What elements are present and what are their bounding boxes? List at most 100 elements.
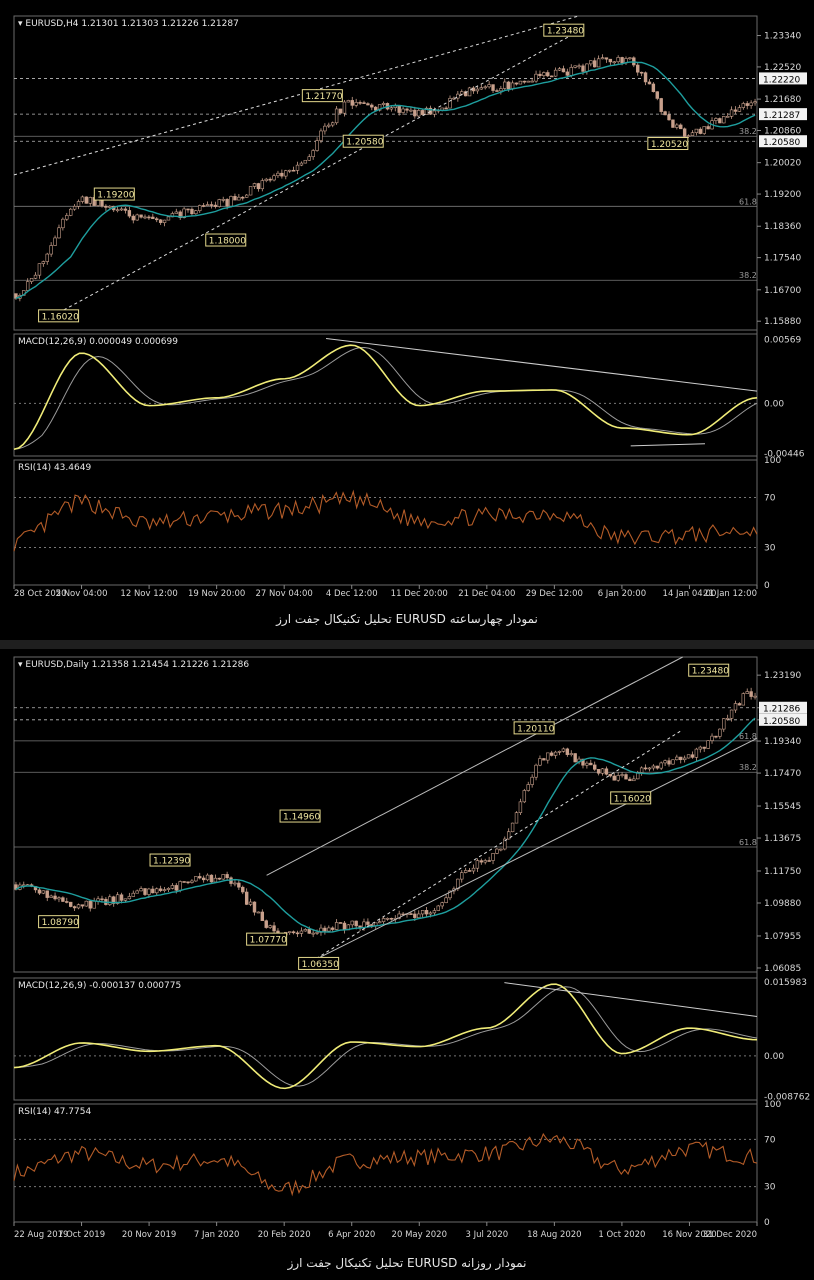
candle-body — [260, 180, 265, 190]
candle-body — [671, 119, 675, 128]
candle-body — [284, 170, 288, 177]
candle-body — [327, 927, 331, 932]
candle-body — [76, 904, 81, 909]
candle-body — [733, 109, 738, 112]
candle-body — [655, 765, 659, 769]
candle-body — [655, 91, 659, 99]
macd-tick-label: -0.00446 — [764, 449, 805, 459]
candle-body — [194, 210, 198, 215]
candle-body — [522, 790, 527, 803]
candle-body — [237, 196, 241, 201]
upper-trendline — [13, 15, 579, 176]
candle-body — [491, 853, 495, 861]
candle-body — [741, 103, 746, 108]
candle-body — [80, 196, 85, 202]
candle-body — [424, 910, 429, 915]
channel-lower-line — [310, 737, 758, 963]
pane-frame — [13, 977, 758, 1101]
candle-body — [338, 108, 343, 114]
candle-body — [577, 65, 581, 68]
candle-body — [526, 784, 530, 791]
candle-body — [201, 205, 206, 207]
candle-body — [213, 877, 218, 883]
candle-body — [561, 68, 566, 73]
y-tick-label: 1.13675 — [764, 834, 801, 844]
candle-body — [460, 872, 464, 880]
candle-body — [225, 874, 229, 879]
candle-body — [166, 216, 171, 221]
y-tick-label: 1.17540 — [764, 254, 801, 264]
candle-body — [158, 219, 163, 223]
macd-trendline — [325, 337, 758, 392]
candle-body — [690, 132, 695, 136]
price-box-label: 1.20580 — [763, 717, 800, 727]
candle-body — [647, 81, 652, 85]
candle-body — [647, 767, 652, 770]
candle-body — [479, 87, 484, 90]
h4-caption: تحلیل تکنیکال جفت ارز EURUSD نمودار چهار… — [276, 612, 538, 626]
candle-body — [69, 901, 73, 907]
rsi-header: RSI(14) 43.4649 — [18, 463, 91, 473]
candle-body — [311, 932, 315, 935]
x-tick-label: 22 Aug 2019 — [14, 1230, 68, 1240]
candle-body — [714, 118, 718, 121]
candle-body — [432, 910, 437, 914]
candle-body — [612, 775, 616, 781]
candle-body — [471, 867, 476, 872]
candle-body — [463, 870, 468, 873]
macd-tick-label: 0.015983 — [764, 978, 807, 988]
candle-body — [510, 822, 515, 833]
candle-body — [538, 758, 542, 766]
candle-body — [557, 68, 562, 71]
candle-body — [679, 124, 683, 130]
candle-body — [643, 72, 648, 83]
candle-body — [624, 774, 628, 780]
candle-body — [620, 774, 624, 776]
candle-body — [710, 735, 714, 741]
candle-body — [420, 110, 425, 115]
candle-body — [616, 57, 620, 63]
y-tick-label: 1.06085 — [764, 964, 801, 974]
candle-body — [225, 199, 229, 207]
price-box-label: 1.21287 — [763, 111, 800, 121]
candle-body — [530, 80, 534, 83]
x-tick-label: 20 May 2020 — [392, 1230, 447, 1240]
candle-body — [143, 888, 147, 895]
candle-body — [530, 776, 534, 785]
candle-body — [475, 860, 480, 869]
candle-body — [667, 760, 671, 765]
candle-body — [725, 718, 730, 720]
candle-body — [237, 882, 241, 888]
candle-body — [381, 918, 386, 923]
x-tick-label: 20 Nov 2019 — [122, 1230, 176, 1240]
candle-body — [119, 894, 124, 901]
fib-label: 38.2 — [739, 763, 757, 772]
candle-body — [346, 100, 351, 103]
daily-caption: تحلیل تکنیکال جفت ارز EURUSD نمودار روزا… — [287, 1256, 527, 1270]
candle-body — [463, 91, 468, 97]
candle-body — [573, 753, 577, 763]
candle-body — [319, 130, 323, 141]
level-label: 1.20580 — [346, 138, 383, 148]
macd-line — [13, 344, 758, 451]
candle-body — [698, 128, 702, 134]
x-tick-label: 4 Dec 12:00 — [326, 589, 378, 599]
candle-body — [444, 897, 448, 903]
candle-body — [694, 748, 699, 758]
x-tick-label: 21 Jan 12:00 — [703, 589, 757, 599]
level-label-box — [205, 233, 247, 247]
rsi-tick-label: 100 — [764, 456, 781, 466]
channel-mid-line — [310, 729, 683, 963]
level-label: 1.20110 — [517, 724, 554, 734]
candle-body — [135, 890, 139, 894]
candle-body — [194, 876, 198, 882]
candle-body — [675, 756, 679, 761]
candle-body — [706, 740, 710, 749]
candle-body — [252, 183, 257, 187]
level-label-box — [301, 89, 343, 103]
candle-body — [733, 703, 738, 711]
candle-body — [600, 768, 605, 774]
candle-body — [315, 932, 319, 934]
x-tick-label: 19 Nov 20:00 — [188, 589, 245, 599]
candle-body — [151, 216, 155, 220]
